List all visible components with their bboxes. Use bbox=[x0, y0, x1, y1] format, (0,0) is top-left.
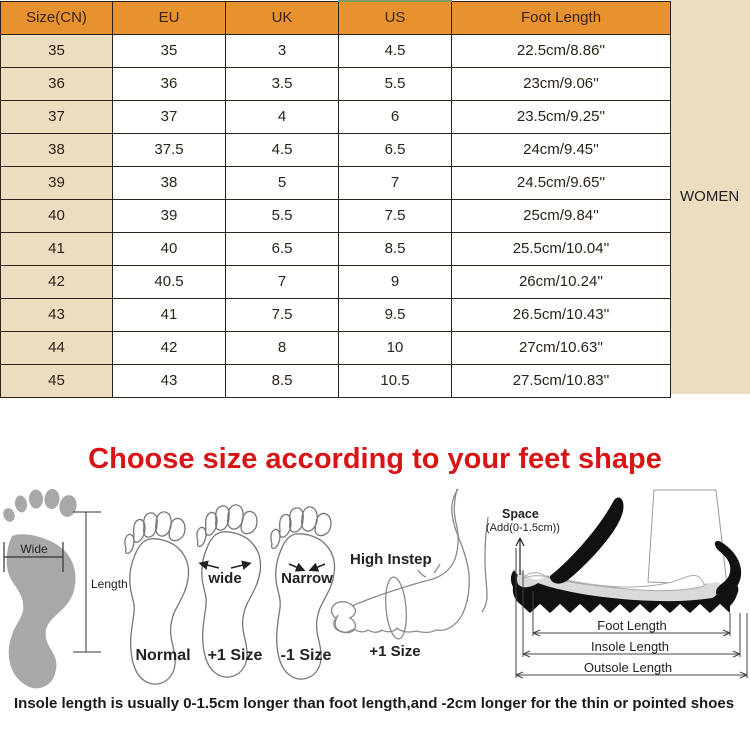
svg-text:Normal: Normal bbox=[135, 647, 190, 664]
svg-text:Wide: Wide bbox=[20, 542, 48, 556]
svg-text:+1 Size: +1 Size bbox=[369, 643, 420, 660]
svg-text:+1 Size: +1 Size bbox=[208, 647, 263, 664]
svg-text:Space: Space bbox=[502, 507, 539, 521]
svg-text:Foot Length: Foot Length bbox=[597, 618, 666, 633]
svg-text:Narrow: Narrow bbox=[281, 570, 333, 587]
svg-text:-1 Size: -1 Size bbox=[281, 647, 332, 664]
svg-text:Insole Length: Insole Length bbox=[591, 639, 669, 654]
svg-text:Length: Length bbox=[91, 577, 128, 591]
svg-text:(Add(0-1.5cm)): (Add(0-1.5cm)) bbox=[486, 522, 560, 534]
svg-text:Outsole Length: Outsole Length bbox=[584, 660, 672, 675]
svg-text:wide: wide bbox=[207, 570, 241, 587]
svg-text:High Instep: High Instep bbox=[350, 551, 432, 568]
